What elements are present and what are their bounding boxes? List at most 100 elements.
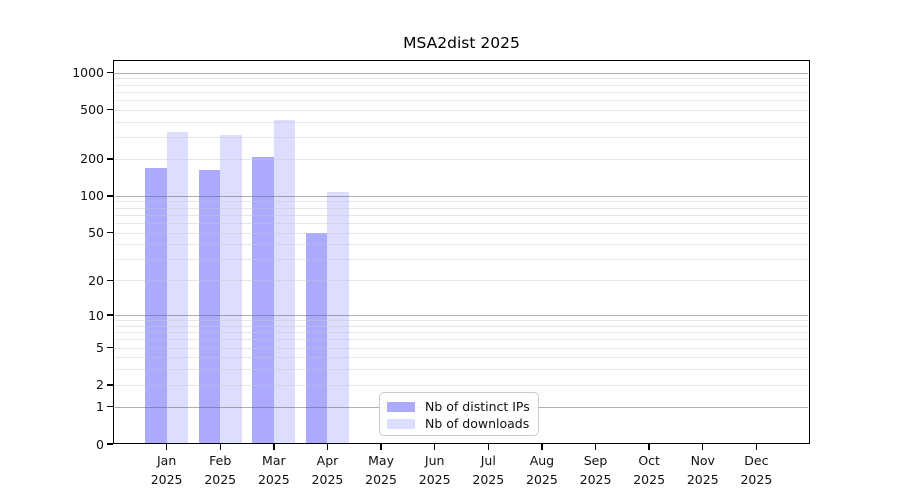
y-tick <box>107 406 113 408</box>
y-tick-label: 20 <box>88 272 104 288</box>
y-tick-label: 200 <box>80 151 104 167</box>
gridline-minor <box>114 339 809 341</box>
y-tick <box>107 71 113 74</box>
gridline-minor <box>114 214 809 216</box>
x-tick-label: Nov 2025 <box>675 451 731 489</box>
gridline-minor <box>114 207 809 209</box>
x-tick-month: Feb <box>209 453 232 468</box>
bar-distinct-ips <box>306 232 328 444</box>
x-tick-year: 2025 <box>365 472 397 487</box>
y-tick <box>107 158 113 160</box>
y-tick-label: 5 <box>96 340 104 356</box>
gridline-minor <box>114 137 809 139</box>
y-tick-label: 0 <box>96 436 104 452</box>
x-tick-label: Sep 2025 <box>568 451 624 489</box>
x-tick-label: May 2025 <box>353 451 409 489</box>
gridline-minor <box>114 158 809 160</box>
legend-entry-distinct-ips: Nb of distinct IPs <box>387 398 530 415</box>
x-tick <box>165 444 168 450</box>
x-tick <box>487 444 489 450</box>
x-tick <box>594 444 597 450</box>
bar-downloads <box>166 132 189 444</box>
x-tick-label: Jul 2025 <box>460 451 516 489</box>
x-tick-month: Sep <box>583 453 608 468</box>
gridline-minor <box>114 121 809 123</box>
x-tick-month: Mar <box>262 453 286 468</box>
x-tick-label: Feb 2025 <box>192 451 248 489</box>
x-tick-year: 2025 <box>526 472 558 487</box>
gridline-minor <box>114 244 809 246</box>
gridline-minor <box>114 109 809 111</box>
x-tick-label: Aug 2025 <box>514 451 570 489</box>
gridline-minor <box>114 332 809 334</box>
gridline-minor <box>114 357 809 359</box>
y-tick-label: 500 <box>80 102 104 118</box>
x-tick-year: 2025 <box>150 472 183 487</box>
x-tick-year: 2025 <box>686 472 719 487</box>
x-tick <box>380 444 382 450</box>
x-tick-month: Apr <box>316 453 339 468</box>
x-tick-label: Jan 2025 <box>139 451 195 489</box>
x-tick-label: Jun 2025 <box>407 451 463 489</box>
gridline-major <box>114 195 809 197</box>
x-tick-year: 2025 <box>311 472 344 487</box>
bar-distinct-ips <box>252 157 274 444</box>
gridline-minor <box>114 384 809 386</box>
y-tick-label: 2 <box>96 377 104 393</box>
y-tick-label: 100 <box>80 188 104 204</box>
x-tick-year: 2025 <box>418 472 451 487</box>
x-tick <box>755 444 758 450</box>
gridline-minor <box>114 325 809 327</box>
y-tick-label: 1000 <box>72 65 104 81</box>
y-tick-label: 1 <box>96 399 104 415</box>
gridline-minor <box>114 84 809 86</box>
x-tick-month: Nov <box>690 453 715 468</box>
bar-distinct-ips <box>198 170 221 444</box>
gridline-minor <box>114 347 809 349</box>
y-tick <box>107 384 113 386</box>
gridline-minor <box>114 78 809 80</box>
y-tick <box>107 231 113 234</box>
gridline-minor <box>114 91 809 93</box>
legend-entry-downloads: Nb of downloads <box>387 415 530 432</box>
x-tick <box>541 444 543 450</box>
gridline-minor <box>114 232 809 234</box>
x-tick-year: 2025 <box>633 472 666 487</box>
gridline-minor <box>114 369 809 371</box>
x-tick <box>702 444 704 450</box>
legend-swatch-distinct-ips <box>387 401 415 412</box>
y-tick <box>107 279 113 281</box>
gridline-minor <box>114 259 809 261</box>
legend-swatch-downloads <box>387 418 415 429</box>
gridline-minor <box>114 99 809 101</box>
y-tick <box>107 109 113 111</box>
bar-distinct-ips <box>145 167 167 444</box>
x-tick <box>433 444 436 450</box>
legend-label-downloads: Nb of downloads <box>425 416 530 431</box>
x-tick-year: 2025 <box>204 472 237 487</box>
x-tick-year: 2025 <box>472 472 505 487</box>
gridline-minor <box>114 320 809 322</box>
x-tick-label: Mar 2025 <box>246 451 302 489</box>
y-tick <box>107 314 113 316</box>
gridline-minor <box>114 280 809 282</box>
x-tick <box>326 444 329 450</box>
x-tick <box>648 444 650 450</box>
x-tick <box>273 444 275 450</box>
x-tick-label: Oct 2025 <box>621 451 677 489</box>
y-tick <box>107 346 113 349</box>
gridline-major <box>114 72 809 74</box>
bar-downloads <box>220 135 242 444</box>
x-tick-month: Dec <box>744 453 769 468</box>
legend-label-distinct-ips: Nb of distinct IPs <box>425 399 530 414</box>
x-tick-year: 2025 <box>579 472 612 487</box>
gridline-major <box>114 315 809 317</box>
x-tick-year: 2025 <box>257 472 290 487</box>
x-tick-year: 2025 <box>740 472 773 487</box>
x-tick <box>219 444 221 450</box>
x-tick-month: Jul <box>480 453 496 468</box>
x-tick-label: Dec 2025 <box>728 451 784 489</box>
bar-downloads <box>327 191 349 444</box>
y-tick-label: 10 <box>88 307 104 323</box>
